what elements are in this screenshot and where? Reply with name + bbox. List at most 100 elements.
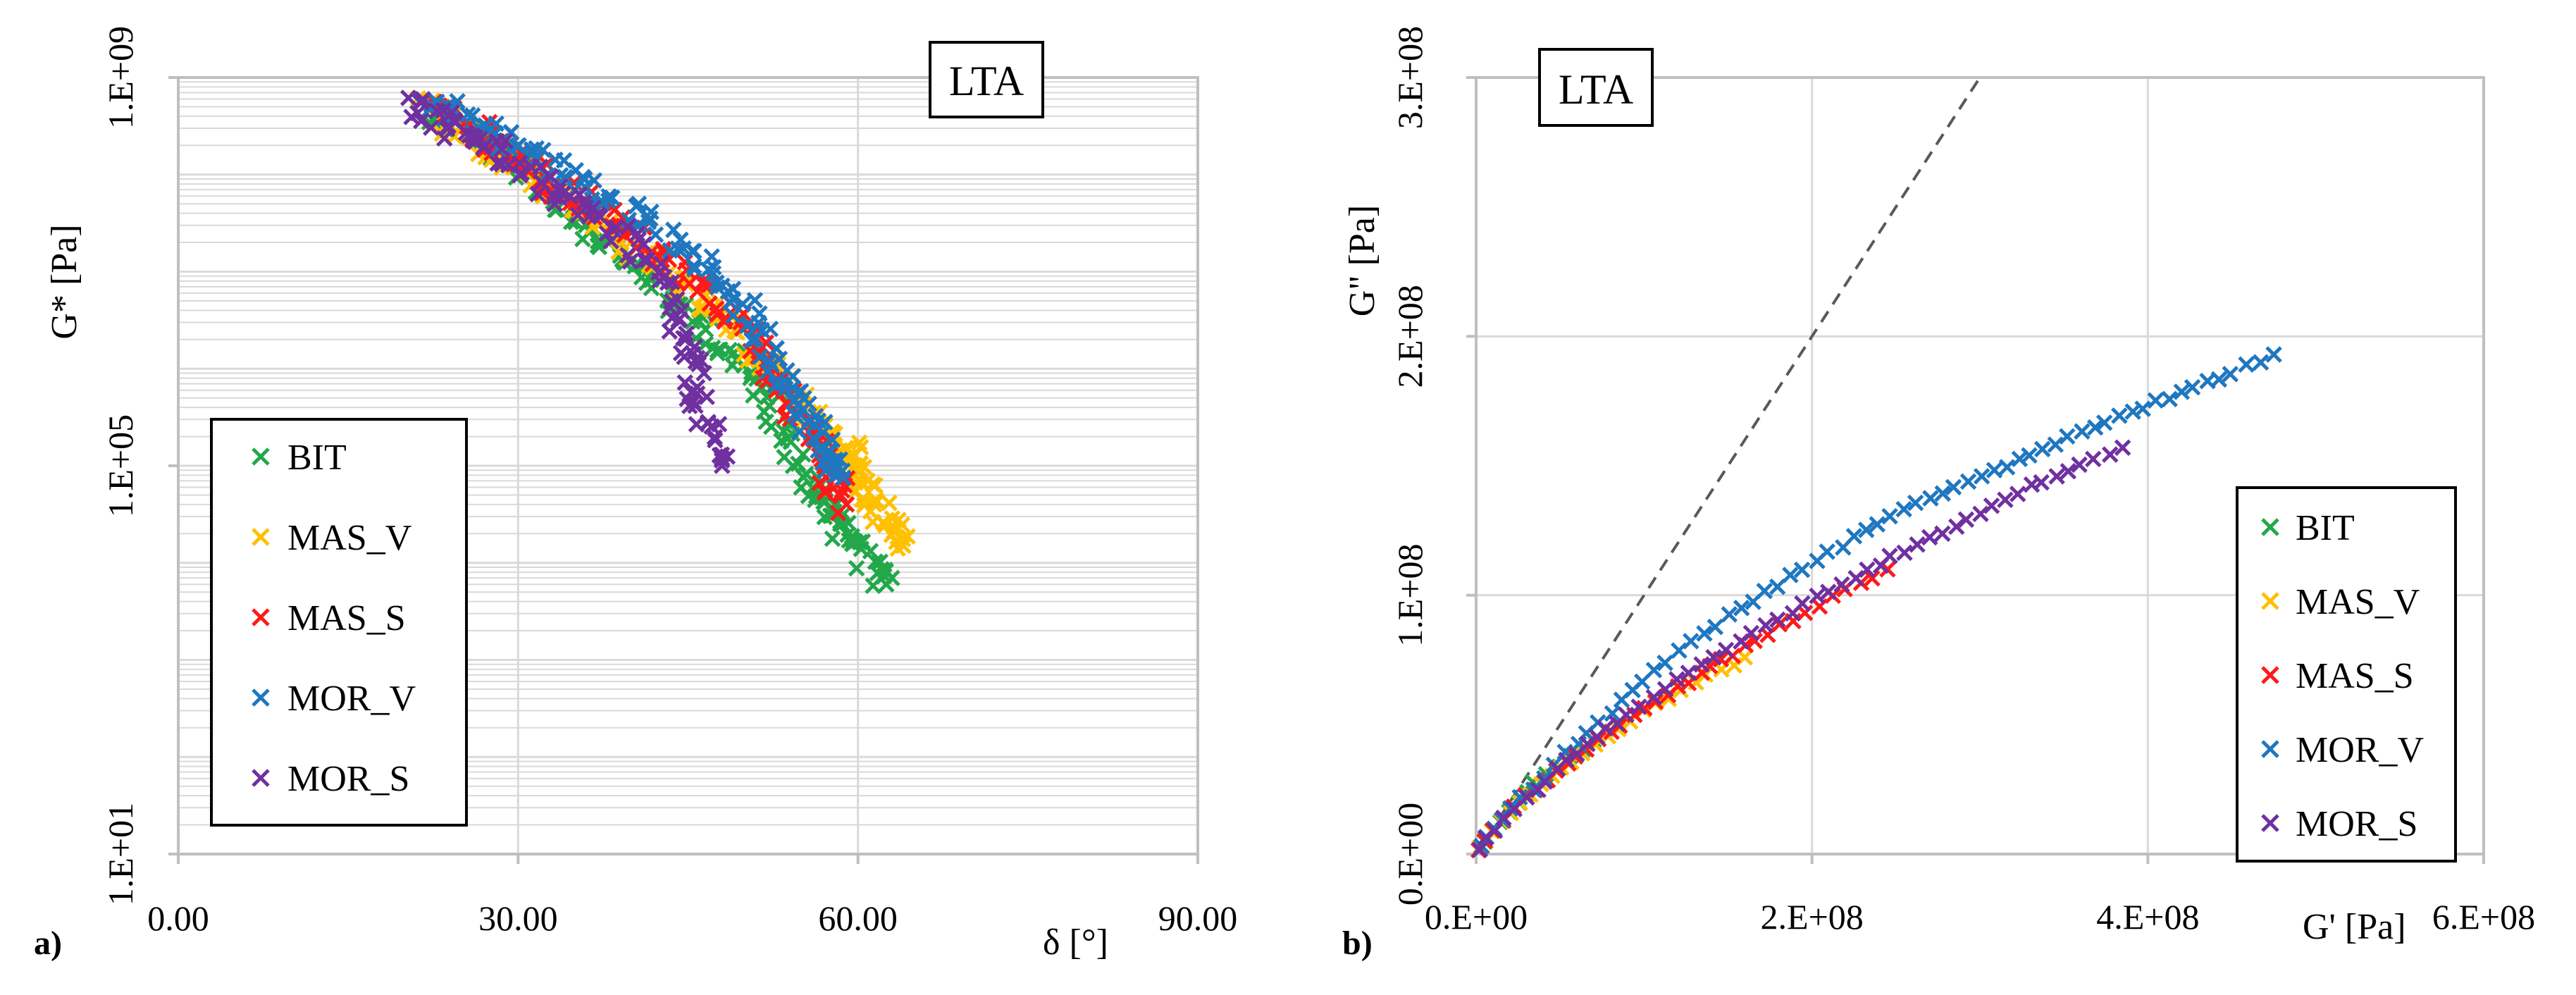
data-point [1895, 500, 1912, 518]
data-point [2101, 446, 2119, 463]
series-mor-v [1473, 346, 2282, 855]
data-point [1907, 494, 1924, 512]
data-point [1536, 773, 1554, 790]
data-point [636, 235, 652, 253]
panel-a-y-ticks: 1.E+01 1.E+05 1.E+09 [101, 26, 178, 906]
data-point [676, 348, 693, 366]
data-point [604, 189, 621, 206]
data-point [1486, 822, 1504, 839]
data-point [1769, 611, 1786, 629]
data-point [713, 452, 731, 469]
data-point [1998, 459, 2016, 476]
data-point [2184, 378, 2201, 396]
data-point [817, 484, 834, 501]
data-point [700, 414, 717, 431]
data-point [1934, 525, 1951, 543]
data-point [767, 376, 784, 394]
legend-marker [2261, 518, 2279, 536]
y-tick-label: 0.E+00 [1390, 803, 1430, 906]
panel-b-data-points [1470, 346, 2282, 859]
data-point [1506, 801, 1523, 817]
data-point [423, 119, 440, 136]
data-point [636, 252, 653, 268]
y-tick-label: 1.E+09 [101, 26, 140, 129]
legend-marker [252, 447, 270, 466]
panel-b-x-axis-label: G' [Pa] [2303, 907, 2406, 947]
data-point [1983, 497, 2000, 514]
data-point [1721, 606, 1738, 623]
data-point [895, 537, 912, 555]
data-point [687, 397, 704, 414]
data-point [824, 530, 841, 548]
data-point [1618, 706, 1635, 724]
data-point [1833, 576, 1850, 593]
legend-marker [252, 528, 270, 546]
legend-label: MAS_V [287, 518, 411, 558]
data-point [1683, 633, 1699, 650]
data-point [721, 342, 738, 359]
data-point [865, 577, 881, 594]
data-point [1536, 770, 1553, 787]
data-point [1579, 735, 1596, 753]
data-point [1696, 625, 1713, 642]
data-point [707, 431, 724, 449]
legend-label: MAS_S [2296, 656, 2414, 696]
panel-b-x-ticks: 0.E+00 2.E+08 4.E+08 6.E+08 [1425, 854, 2535, 937]
data-point [621, 253, 639, 270]
series-mas-s [1470, 561, 1896, 859]
data-point [2021, 447, 2038, 464]
data-point [867, 491, 884, 509]
data-point [1945, 478, 1962, 496]
data-point [661, 323, 679, 340]
data-point [750, 314, 767, 331]
data-point [824, 431, 841, 448]
panel-a: 1.E+01 1.E+05 1.E+09 0.00 30.00 60.00 90.00 a… [34, 26, 1237, 963]
data-point [746, 292, 764, 309]
legend-label: MOR_S [287, 759, 409, 799]
data-point [509, 137, 526, 155]
x-tick-label: 2.E+08 [1761, 897, 1864, 937]
data-point [2011, 450, 2029, 468]
data-point [1972, 505, 1989, 523]
data-point [1909, 536, 1926, 553]
data-point [1660, 691, 1678, 707]
data-point [1604, 705, 1621, 722]
data-point [761, 397, 778, 414]
data-point [533, 174, 550, 191]
data-point [1845, 528, 1863, 545]
data-point [838, 496, 855, 513]
data-point [413, 112, 430, 130]
panel-a-label: a) [34, 925, 62, 962]
data-point [669, 240, 686, 257]
legend-marker [252, 688, 270, 707]
series-bit [421, 94, 900, 594]
data-point [1959, 473, 1977, 490]
legend-marker [2261, 592, 2279, 610]
data-point [1869, 516, 1885, 533]
data-point [1647, 693, 1664, 710]
data-point [690, 355, 707, 373]
data-point [747, 330, 764, 348]
x-tick-label: 0.00 [147, 898, 209, 938]
data-point [878, 576, 895, 593]
data-point [493, 140, 511, 158]
data-point [557, 168, 574, 186]
panel-a-data-points [400, 89, 916, 594]
data-point [738, 317, 756, 335]
data-point [2134, 400, 2151, 417]
data-point [784, 380, 801, 397]
data-point [664, 273, 681, 291]
panel-a-y-axis-label: G* [Pa] [44, 224, 85, 339]
panel-b-y-ticks: 0.E+00 1.E+08 2.E+08 3.E+08 [1390, 26, 1476, 906]
legend-label: MAS_S [287, 598, 406, 638]
legend-label: MOR_S [2296, 804, 2417, 844]
panel-a-x-ticks: 0.00 30.00 60.00 90.00 [147, 854, 1237, 938]
data-point [826, 466, 844, 484]
data-point [2009, 486, 2026, 502]
x-tick-label: 90.00 [1158, 898, 1238, 938]
data-point [2238, 356, 2255, 373]
panel-b-title: LTA [1559, 66, 1633, 113]
data-point [681, 397, 698, 414]
x-tick-label: 4.E+08 [2096, 897, 2199, 937]
data-point [1957, 511, 1975, 529]
